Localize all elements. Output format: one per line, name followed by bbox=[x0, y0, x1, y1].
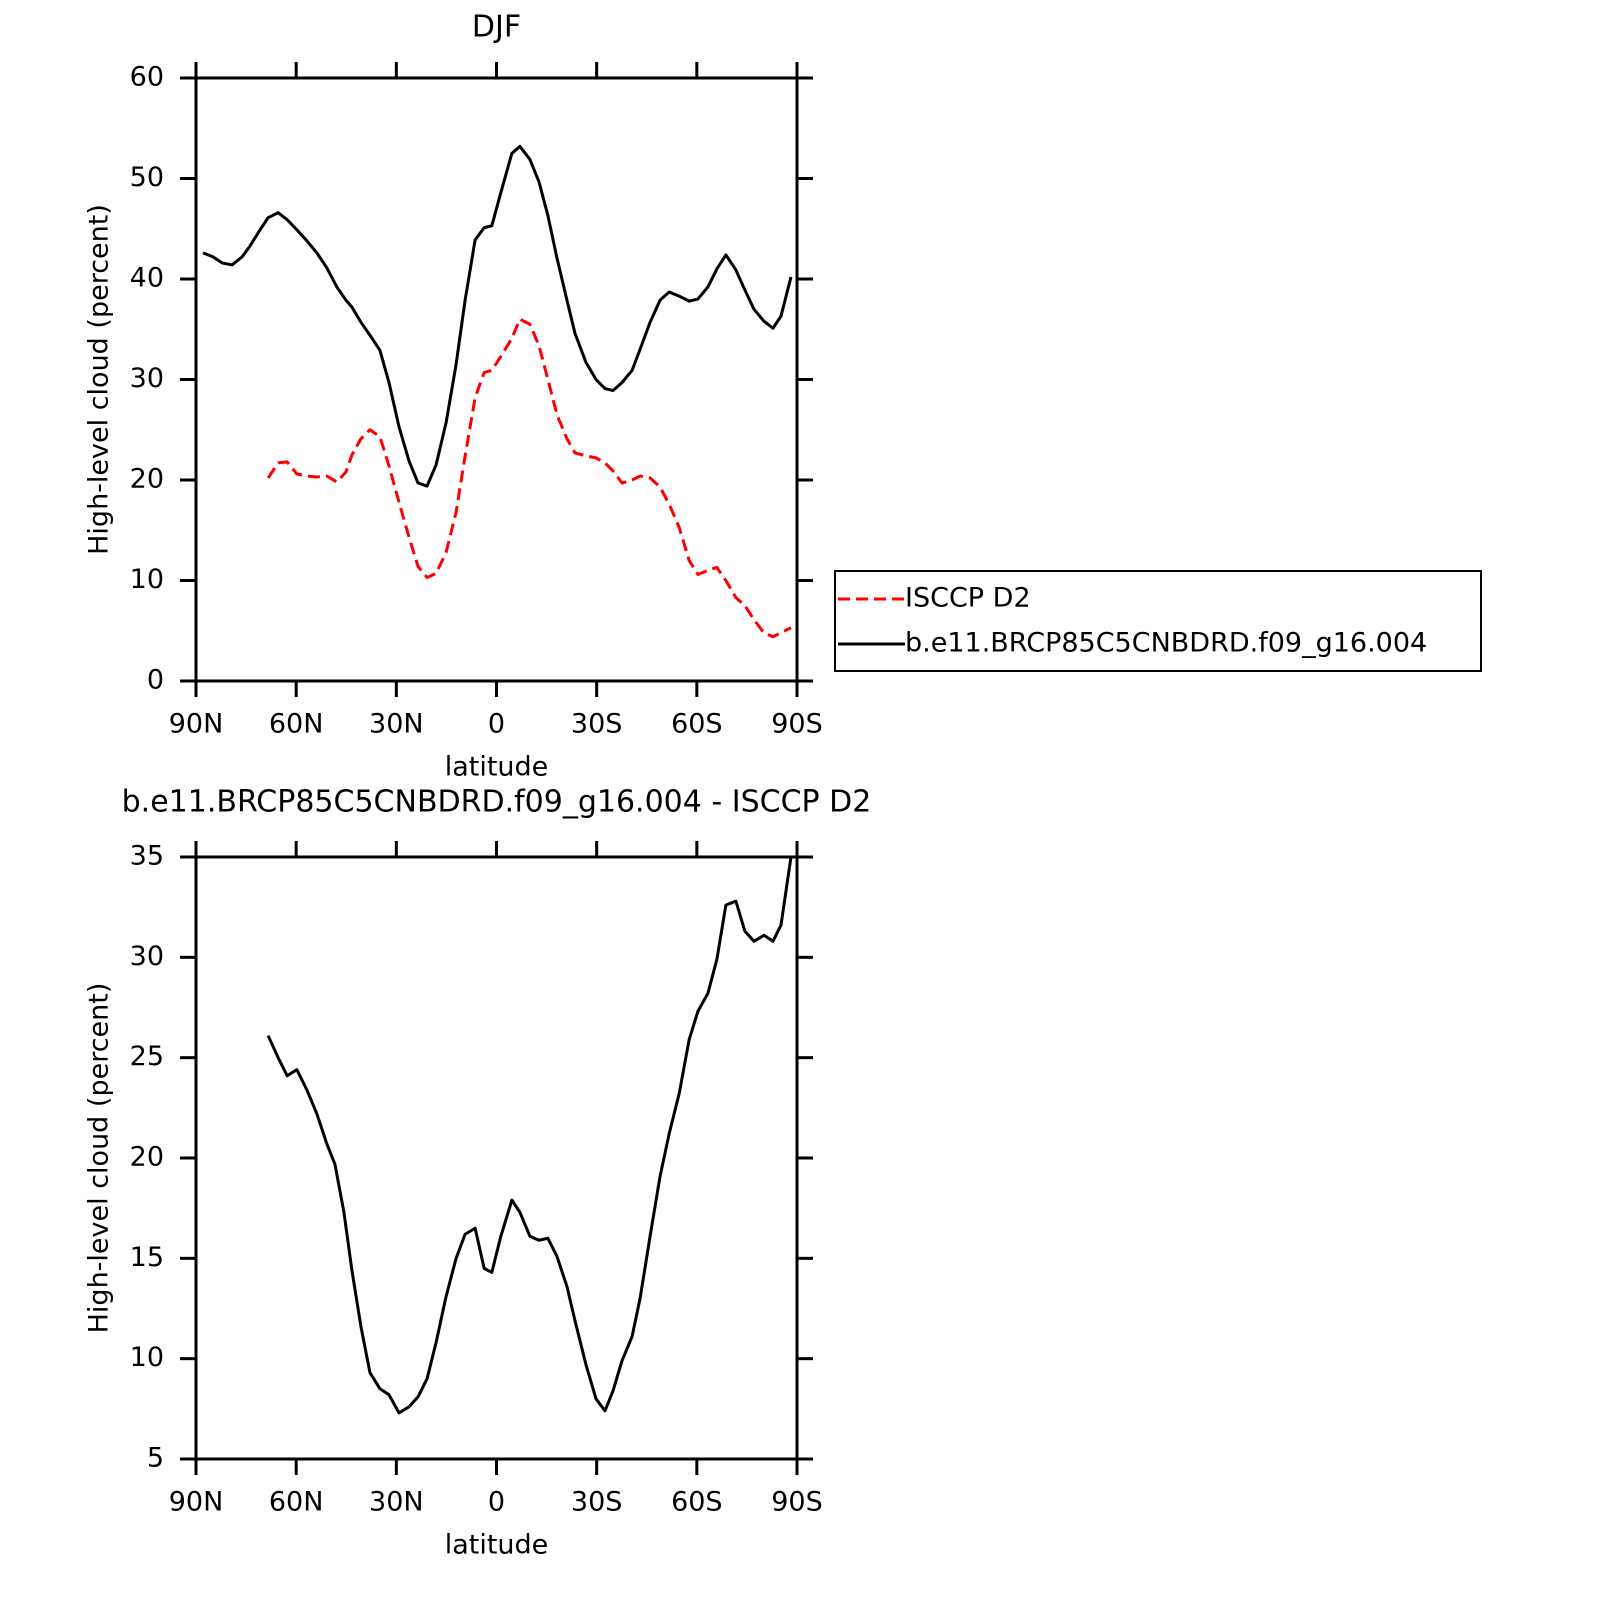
x-tick-label: 30S bbox=[571, 709, 623, 740]
x-tick-label: 60S bbox=[671, 1487, 723, 1518]
x-tick-label: 30N bbox=[369, 709, 424, 740]
x-tick-label: 90N bbox=[169, 709, 224, 740]
legend-box bbox=[834, 570, 1482, 672]
x-tick-label: 60S bbox=[671, 709, 723, 740]
y-tick-label: 0 bbox=[147, 665, 164, 696]
y-tick-label: 10 bbox=[130, 1342, 164, 1373]
y-tick-label: 30 bbox=[130, 363, 164, 394]
y-tick-label: 20 bbox=[130, 1142, 164, 1173]
plot-frame bbox=[194, 76, 799, 683]
legend-label: ISCCP D2 bbox=[905, 583, 1031, 614]
x-tick-label: 30N bbox=[369, 1487, 424, 1518]
data-line bbox=[266, 856, 793, 1415]
data-line bbox=[202, 144, 793, 488]
y-tick-label: 60 bbox=[130, 62, 164, 93]
x-tick-label: 30S bbox=[571, 1487, 623, 1518]
chart-title: b.e11.BRCP85C5CNBDRD.f09_g16.004 - ISCCP… bbox=[122, 785, 872, 820]
data-line bbox=[266, 317, 792, 639]
x-tick-label: 90N bbox=[169, 1487, 224, 1518]
y-tick-label: 25 bbox=[130, 1041, 164, 1072]
x-axis-label: latitude bbox=[445, 1530, 549, 1561]
y-axis-label: High-level cloud (percent) bbox=[84, 983, 115, 1334]
y-tick-label: 50 bbox=[130, 162, 164, 193]
legend-label: b.e11.BRCP85C5CNBDRD.f09_g16.004 bbox=[905, 628, 1427, 659]
plot-frame bbox=[194, 855, 799, 1461]
x-tick-label: 0 bbox=[488, 1487, 505, 1518]
x-tick-label: 60N bbox=[269, 709, 324, 740]
y-tick-label: 35 bbox=[130, 841, 164, 872]
x-axis-label: latitude bbox=[445, 752, 549, 783]
chart-title: DJF bbox=[472, 10, 521, 45]
x-tick-label: 60N bbox=[269, 1487, 324, 1518]
y-axis-label: High-level cloud (percent) bbox=[84, 204, 115, 555]
y-tick-label: 15 bbox=[130, 1242, 164, 1273]
y-tick-label: 20 bbox=[130, 464, 164, 495]
y-tick-label: 40 bbox=[130, 263, 164, 294]
y-tick-label: 5 bbox=[147, 1443, 164, 1474]
y-tick-label: 30 bbox=[130, 941, 164, 972]
x-tick-label: 0 bbox=[488, 709, 505, 740]
x-tick-label: 90S bbox=[771, 709, 823, 740]
x-tick-label: 90S bbox=[771, 1487, 823, 1518]
y-tick-label: 10 bbox=[130, 564, 164, 595]
